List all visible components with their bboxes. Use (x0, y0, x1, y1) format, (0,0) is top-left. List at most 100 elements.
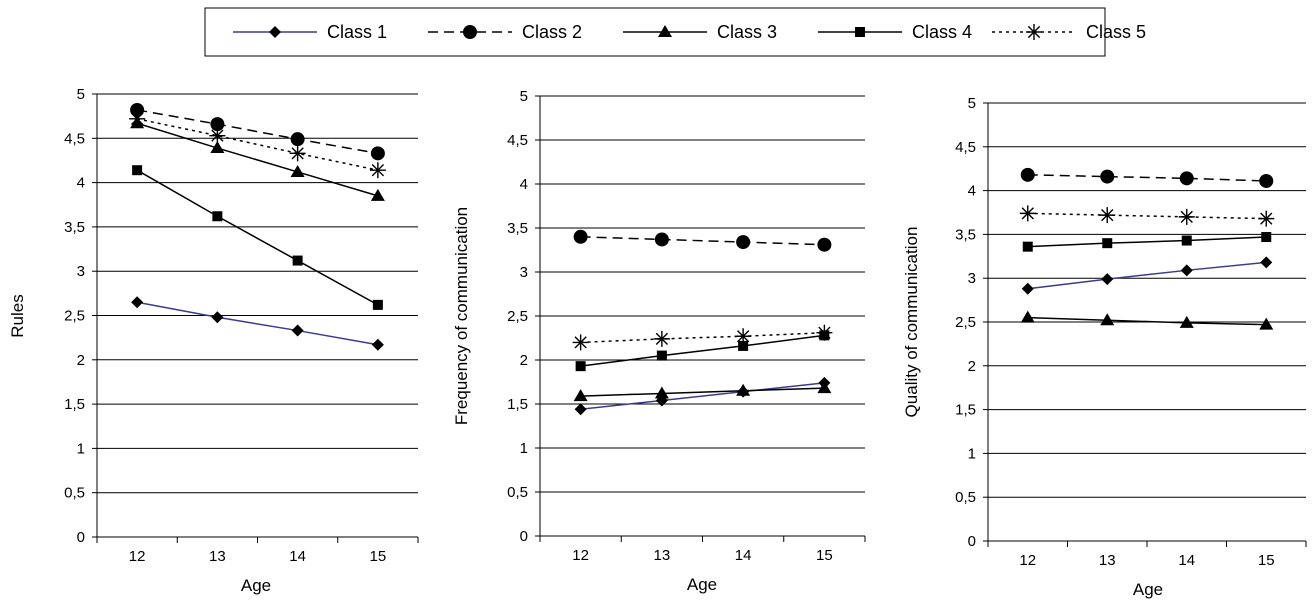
series-line-class-2 (1027, 174, 1267, 182)
data-point-class-5 (735, 328, 752, 345)
x-tick-label: 12 (572, 547, 589, 564)
data-point-class-5 (1099, 207, 1116, 224)
series-line-class-5 (580, 331, 825, 344)
y-tick-label: 2,5 (64, 308, 85, 325)
y-tick-label: 4 (77, 175, 85, 192)
y-tick-label: 2 (520, 352, 528, 369)
data-point-class-3 (1179, 315, 1194, 328)
series-line-class-1 (1027, 261, 1267, 290)
chart-panel-1: 0 0,5 1 1,5 2 2,5 3 3,5 4 4,5 5 12 13 14 15 Age Rules (8, 86, 419, 595)
y-tick-label: 0,5 (955, 489, 976, 506)
data-point-class-3 (290, 164, 305, 177)
x-tick-label: 12 (129, 548, 146, 565)
y-tick-label: 3,5 (955, 226, 976, 243)
data-point-class-4 (1261, 232, 1272, 243)
data-point-class-2 (654, 232, 669, 247)
series-class-5 (572, 324, 833, 351)
data-point-class-4 (1022, 241, 1033, 252)
data-point-class-5 (1258, 210, 1275, 227)
data-point-class-3 (736, 383, 751, 396)
data-point-class-2 (370, 146, 385, 161)
series-class-2 (1020, 167, 1274, 188)
data-point-class-1 (1260, 256, 1273, 269)
legend-marker-class-4 (855, 27, 865, 37)
series-line-class-4 (1027, 236, 1267, 248)
y-tick-label: 1 (77, 440, 85, 457)
data-point-class-5 (653, 330, 670, 347)
data-point-class-2 (210, 117, 225, 132)
data-point-class-4 (656, 350, 667, 361)
y-tick-label: 4,5 (507, 132, 528, 149)
y-tick-label: 2 (77, 352, 85, 369)
y-tick-label: 1,5 (507, 396, 528, 413)
data-point-class-1 (371, 338, 384, 351)
data-point-class-5 (129, 110, 146, 127)
y-tick-label: 4 (968, 183, 976, 200)
legend-marker-class-3 (658, 25, 672, 37)
y-tick-label: 5 (968, 95, 976, 112)
data-point-class-1 (1180, 264, 1193, 277)
data-point-class-2 (736, 235, 751, 250)
y-tick-label: 1 (520, 440, 528, 457)
data-point-class-4 (292, 255, 303, 266)
x-tick-label: 13 (209, 548, 226, 565)
data-point-class-4 (1181, 235, 1192, 246)
legend: Class 1 Class 2 Class 3 Class 4 Class 5 (204, 7, 1146, 57)
series-class-3 (573, 381, 832, 402)
series-class-2 (573, 229, 832, 252)
y-axis-title: Rules (8, 294, 27, 337)
series-line-class-2 (580, 236, 825, 246)
data-point-class-2 (130, 102, 145, 117)
y-tick-label: 3 (968, 270, 976, 287)
data-point-class-3 (1100, 313, 1115, 326)
data-point-class-4 (132, 165, 143, 176)
data-point-class-3 (370, 188, 385, 201)
legend-label-class-2: Class 2 (522, 22, 582, 42)
data-point-class-1 (574, 403, 587, 416)
series-class-4 (1022, 232, 1272, 252)
series-class-1 (574, 376, 831, 416)
data-point-class-4 (575, 361, 586, 372)
legend-marker-class-1 (269, 26, 281, 38)
x-tick-label: 14 (735, 547, 752, 564)
series-line-class-3 (580, 387, 825, 397)
y-tick-label: 1,5 (64, 396, 85, 413)
series-class-1 (1021, 256, 1273, 295)
data-point-class-5 (369, 162, 386, 179)
chart-panel-3: 0 0,5 1 1,5 2 2,5 3 3,5 4 4,5 5 12 13 14 15 Age Quality … (902, 95, 1307, 599)
data-point-class-1 (1021, 282, 1034, 295)
series-class-1 (131, 296, 384, 351)
data-point-class-3 (210, 141, 225, 154)
x-axis-title: Age (241, 576, 271, 595)
x-axis-title: Age (687, 575, 717, 594)
y-tick-label: 0 (968, 533, 976, 550)
data-point-class-5 (1178, 208, 1195, 225)
data-point-class-2 (1179, 171, 1194, 186)
y-tick-label: 2,5 (955, 314, 976, 331)
data-point-class-4 (372, 299, 383, 310)
x-tick-label: 15 (370, 548, 387, 565)
x-tick-label: 13 (1099, 552, 1116, 569)
y-tick-label: 3,5 (64, 219, 85, 236)
y-tick-label: 0 (520, 528, 528, 545)
data-point-class-3 (817, 381, 832, 394)
series-line-class-4 (580, 334, 825, 367)
series-class-5 (129, 110, 386, 179)
series-line-class-5 (1027, 212, 1267, 220)
y-tick-label: 0 (77, 529, 85, 546)
data-point-class-4 (738, 340, 749, 351)
data-point-class-2 (1100, 169, 1115, 184)
x-tick-label: 12 (1019, 552, 1036, 569)
x-tick-label: 14 (289, 548, 306, 565)
legend-label-class-5: Class 5 (1086, 22, 1146, 42)
x-axis-title: Age (1133, 580, 1163, 599)
x-tick-label: 15 (1258, 552, 1275, 569)
legend-label-class-3: Class 3 (717, 22, 777, 42)
y-tick-label: 1 (968, 445, 976, 462)
y-tick-label: 2,5 (507, 308, 528, 325)
series-line-class-4 (136, 169, 379, 306)
data-point-class-3 (1259, 317, 1274, 330)
data-point-class-4 (1102, 238, 1113, 249)
data-point-class-1 (211, 311, 224, 324)
